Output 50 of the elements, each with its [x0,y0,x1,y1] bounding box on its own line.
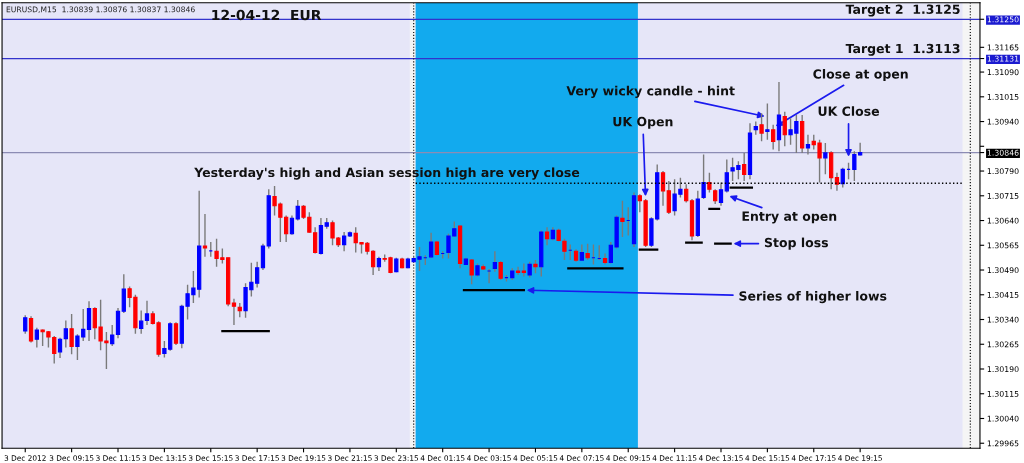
candlestick [707,171,712,194]
candlestick [782,110,787,147]
candlestick [231,298,237,326]
candlestick [486,268,492,284]
candlestick [718,181,724,207]
candlestick [28,315,34,344]
candlestick [765,102,770,141]
candlestick [660,170,666,207]
candlestick [544,226,550,246]
candlestick [724,158,729,194]
annotation: Series of higher lows [739,290,887,304]
candlestick [34,327,39,349]
candlestick [834,171,840,192]
candlestick [139,309,144,335]
candlestick [620,200,625,238]
candlestick [823,142,828,176]
candlestick [69,313,74,355]
candlestick [701,153,706,200]
candlestick [684,183,689,204]
candlestick [742,152,747,182]
candlestick [521,262,527,278]
candlestick [840,167,845,189]
candlestick [202,213,208,258]
candlestick [63,319,68,349]
candlestick [515,266,521,276]
candlestick [173,321,179,346]
candlestick [57,336,63,359]
candlestick [121,273,126,314]
annotation: Close at open [813,69,908,82]
candlestick [115,307,121,340]
candlestick [260,242,266,271]
annotation: UK Close [818,106,880,116]
candlestick [492,250,498,273]
chart-title: 12-04-12 EUR [212,9,322,21]
candlestick [469,258,474,285]
candlestick [144,300,150,326]
annotation: Entry at open [742,211,837,224]
candlestick [428,232,434,259]
annotation: Stop loss [764,237,829,250]
candlestick [666,180,671,215]
candlestick [771,124,776,151]
candlestick [110,324,115,347]
candlestick [498,260,503,281]
candlestick [805,134,811,156]
candlestick [341,231,347,252]
ref-line-label: Target 1 1.3113 [845,43,960,56]
candlestick [23,314,28,335]
candlestick [562,237,567,261]
candlestick [86,300,92,342]
ref-line-label: Target 2 1.3125 [845,4,960,17]
